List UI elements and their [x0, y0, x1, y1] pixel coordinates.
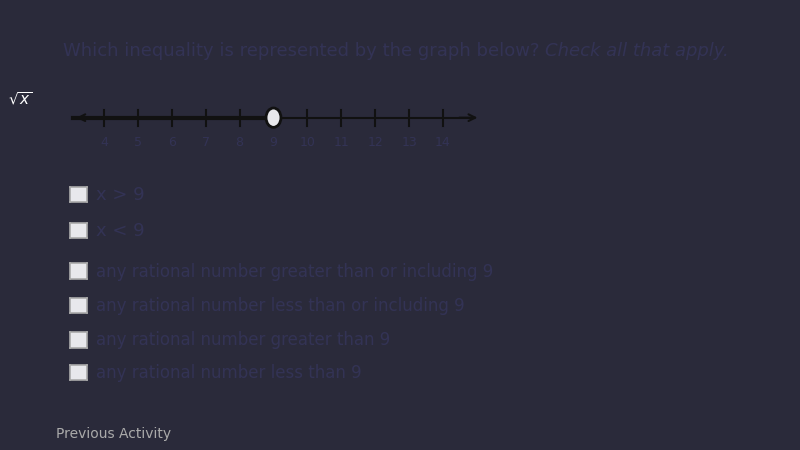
Text: 6: 6 — [168, 136, 176, 149]
Text: x < 9: x < 9 — [97, 222, 145, 240]
Text: any rational number less than 9: any rational number less than 9 — [97, 364, 362, 382]
Text: 9: 9 — [270, 136, 278, 149]
Text: $\sqrt{x}$: $\sqrt{x}$ — [8, 90, 32, 108]
Text: 12: 12 — [367, 136, 383, 149]
Text: 7: 7 — [202, 136, 210, 149]
Text: 14: 14 — [435, 136, 451, 149]
Text: x > 9: x > 9 — [97, 185, 145, 203]
Text: any rational number less than or including 9: any rational number less than or includi… — [97, 297, 465, 315]
Text: 5: 5 — [134, 136, 142, 149]
Text: 13: 13 — [402, 136, 417, 149]
Text: 4: 4 — [100, 136, 108, 149]
Text: Check all that apply.: Check all that apply. — [545, 42, 729, 60]
Text: 8: 8 — [235, 136, 243, 149]
Text: 11: 11 — [334, 136, 349, 149]
Circle shape — [266, 108, 281, 127]
Text: any rational number greater than 9: any rational number greater than 9 — [97, 331, 390, 349]
Text: any rational number greater than or including 9: any rational number greater than or incl… — [97, 262, 494, 281]
Text: 10: 10 — [299, 136, 315, 149]
Text: Previous Activity: Previous Activity — [56, 427, 171, 441]
Text: Which inequality is represented by the graph below?: Which inequality is represented by the g… — [62, 42, 545, 60]
